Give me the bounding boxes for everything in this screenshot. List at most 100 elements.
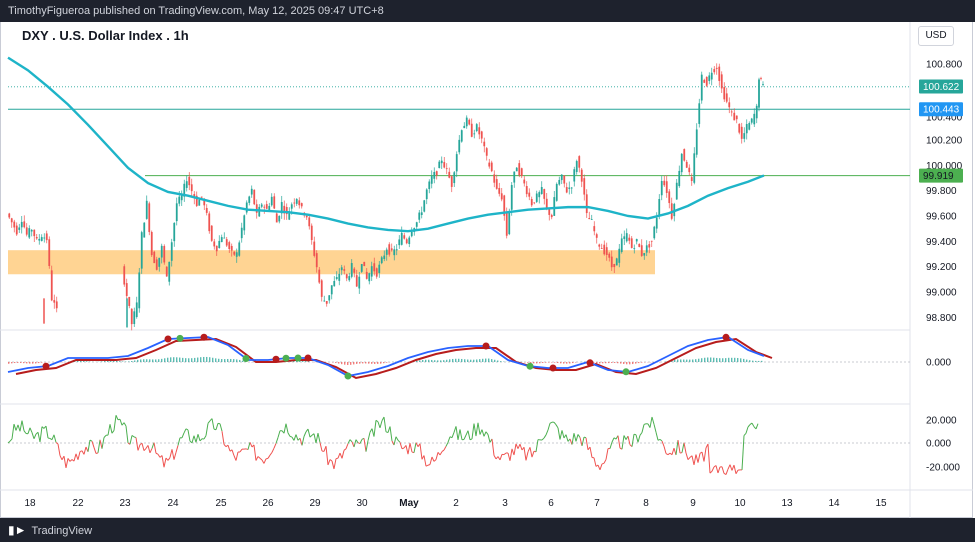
oscillator-segment (558, 428, 560, 440)
candle-body (746, 124, 748, 133)
candle-body (721, 74, 723, 88)
time-tick-label: 10 (734, 498, 746, 509)
candle-body (428, 182, 430, 190)
oscillator-segment (344, 449, 346, 451)
macd-histogram-bar (674, 360, 675, 362)
candle-body (338, 274, 340, 281)
oscillator-segment (108, 424, 110, 435)
macd-cross-dot (587, 359, 594, 366)
oscillator-segment (350, 440, 352, 442)
oscillator-segment (756, 424, 758, 429)
candle-body (218, 241, 220, 248)
macd-signal-line (16, 339, 772, 378)
oscillator-segment (260, 458, 262, 460)
candle-body (756, 106, 758, 118)
oscillator-segment (56, 442, 58, 444)
oscillator-segment (398, 440, 400, 442)
oscillator-segment (24, 431, 26, 434)
oscillator-segment (290, 436, 292, 437)
candle-body (521, 168, 523, 176)
macd-histogram-bar (446, 360, 447, 362)
candle-body (433, 172, 435, 179)
macd-histogram-bar (548, 362, 549, 363)
macd-cross-dot (295, 355, 302, 362)
macd-histogram-bar (494, 360, 495, 362)
candle-body (631, 238, 633, 248)
candle-body (363, 262, 365, 266)
oscillator-segment (356, 440, 358, 443)
candle-body (583, 178, 585, 194)
macd-histogram-bar (8, 362, 9, 364)
oscillator-segment (70, 460, 72, 462)
candle-body (173, 223, 175, 241)
candle-body (138, 272, 140, 308)
oscillator-segment (384, 417, 386, 432)
oscillator-segment (752, 423, 754, 427)
oscillator-segment (76, 454, 78, 460)
oscillator-segment (612, 438, 614, 442)
oscillator-segment (88, 440, 90, 452)
macd-histogram-bar (83, 361, 84, 362)
oscillator-segment (516, 444, 518, 449)
candle-body (656, 218, 658, 229)
macd-histogram-bar (479, 359, 480, 362)
oscillator-segment (584, 437, 586, 438)
macd-histogram-bar (341, 362, 342, 364)
footer-brand[interactable]: TradingView (31, 525, 92, 537)
candle-body (226, 239, 228, 245)
oscillator-segment (284, 424, 286, 433)
macd-histogram-bar (233, 359, 234, 362)
macd-histogram-bar (236, 359, 237, 362)
oscillator-segment (224, 444, 226, 446)
candle-body (231, 246, 233, 251)
candle-body (151, 232, 153, 255)
oscillator-segment (12, 424, 14, 439)
macd-histogram-bar (206, 357, 207, 362)
price-tick-label: 100.200 (926, 136, 963, 147)
macd-histogram-bar (707, 357, 708, 362)
candle-body (548, 210, 550, 215)
macd-histogram-bar (704, 358, 705, 362)
oscillator-segment (402, 448, 404, 449)
oscillator-segment (640, 432, 642, 435)
macd-histogram-bar (473, 360, 474, 362)
candle-body (476, 124, 478, 131)
oscillator-segment (32, 433, 34, 439)
time-tick-label: 25 (215, 498, 227, 509)
macd-histogram-bar (101, 361, 102, 362)
macd-histogram-bar (224, 359, 225, 362)
oscillator-segment (254, 445, 256, 461)
candle-body (441, 161, 443, 163)
macd-histogram-bar (200, 357, 201, 362)
oscillator-segment (102, 438, 104, 449)
macd-histogram-bar (359, 362, 360, 364)
oscillator-segment (16, 425, 18, 431)
candle-body (488, 163, 490, 167)
macd-histogram-bar (533, 362, 534, 363)
candle-body (316, 253, 318, 267)
candle-body (266, 204, 268, 209)
candle-body (661, 181, 663, 195)
tradingview-logo-icon[interactable]: ▮► (8, 518, 26, 542)
currency-selector[interactable]: USD (918, 26, 954, 46)
candle-body (616, 258, 618, 265)
candle-body (603, 245, 605, 255)
candle-body (598, 245, 600, 247)
oscillator-segment (482, 430, 484, 437)
time-tick-label: 22 (72, 498, 84, 509)
candle-body (676, 183, 678, 200)
oscillator-segment (696, 454, 698, 462)
oscillator-segment (652, 417, 654, 424)
candle-body (411, 232, 413, 237)
oscillator-segment (532, 451, 534, 457)
oscillator-segment (330, 460, 332, 461)
oscillator-segment (374, 420, 376, 436)
oscillator-segment (336, 458, 338, 459)
oscillator-segment (264, 459, 266, 464)
oscillator-segment (318, 433, 320, 442)
oscillator-segment (74, 454, 76, 461)
oscillator-segment (172, 449, 174, 459)
macd-cross-dot (550, 365, 557, 372)
macd-histogram-bar (29, 362, 30, 364)
